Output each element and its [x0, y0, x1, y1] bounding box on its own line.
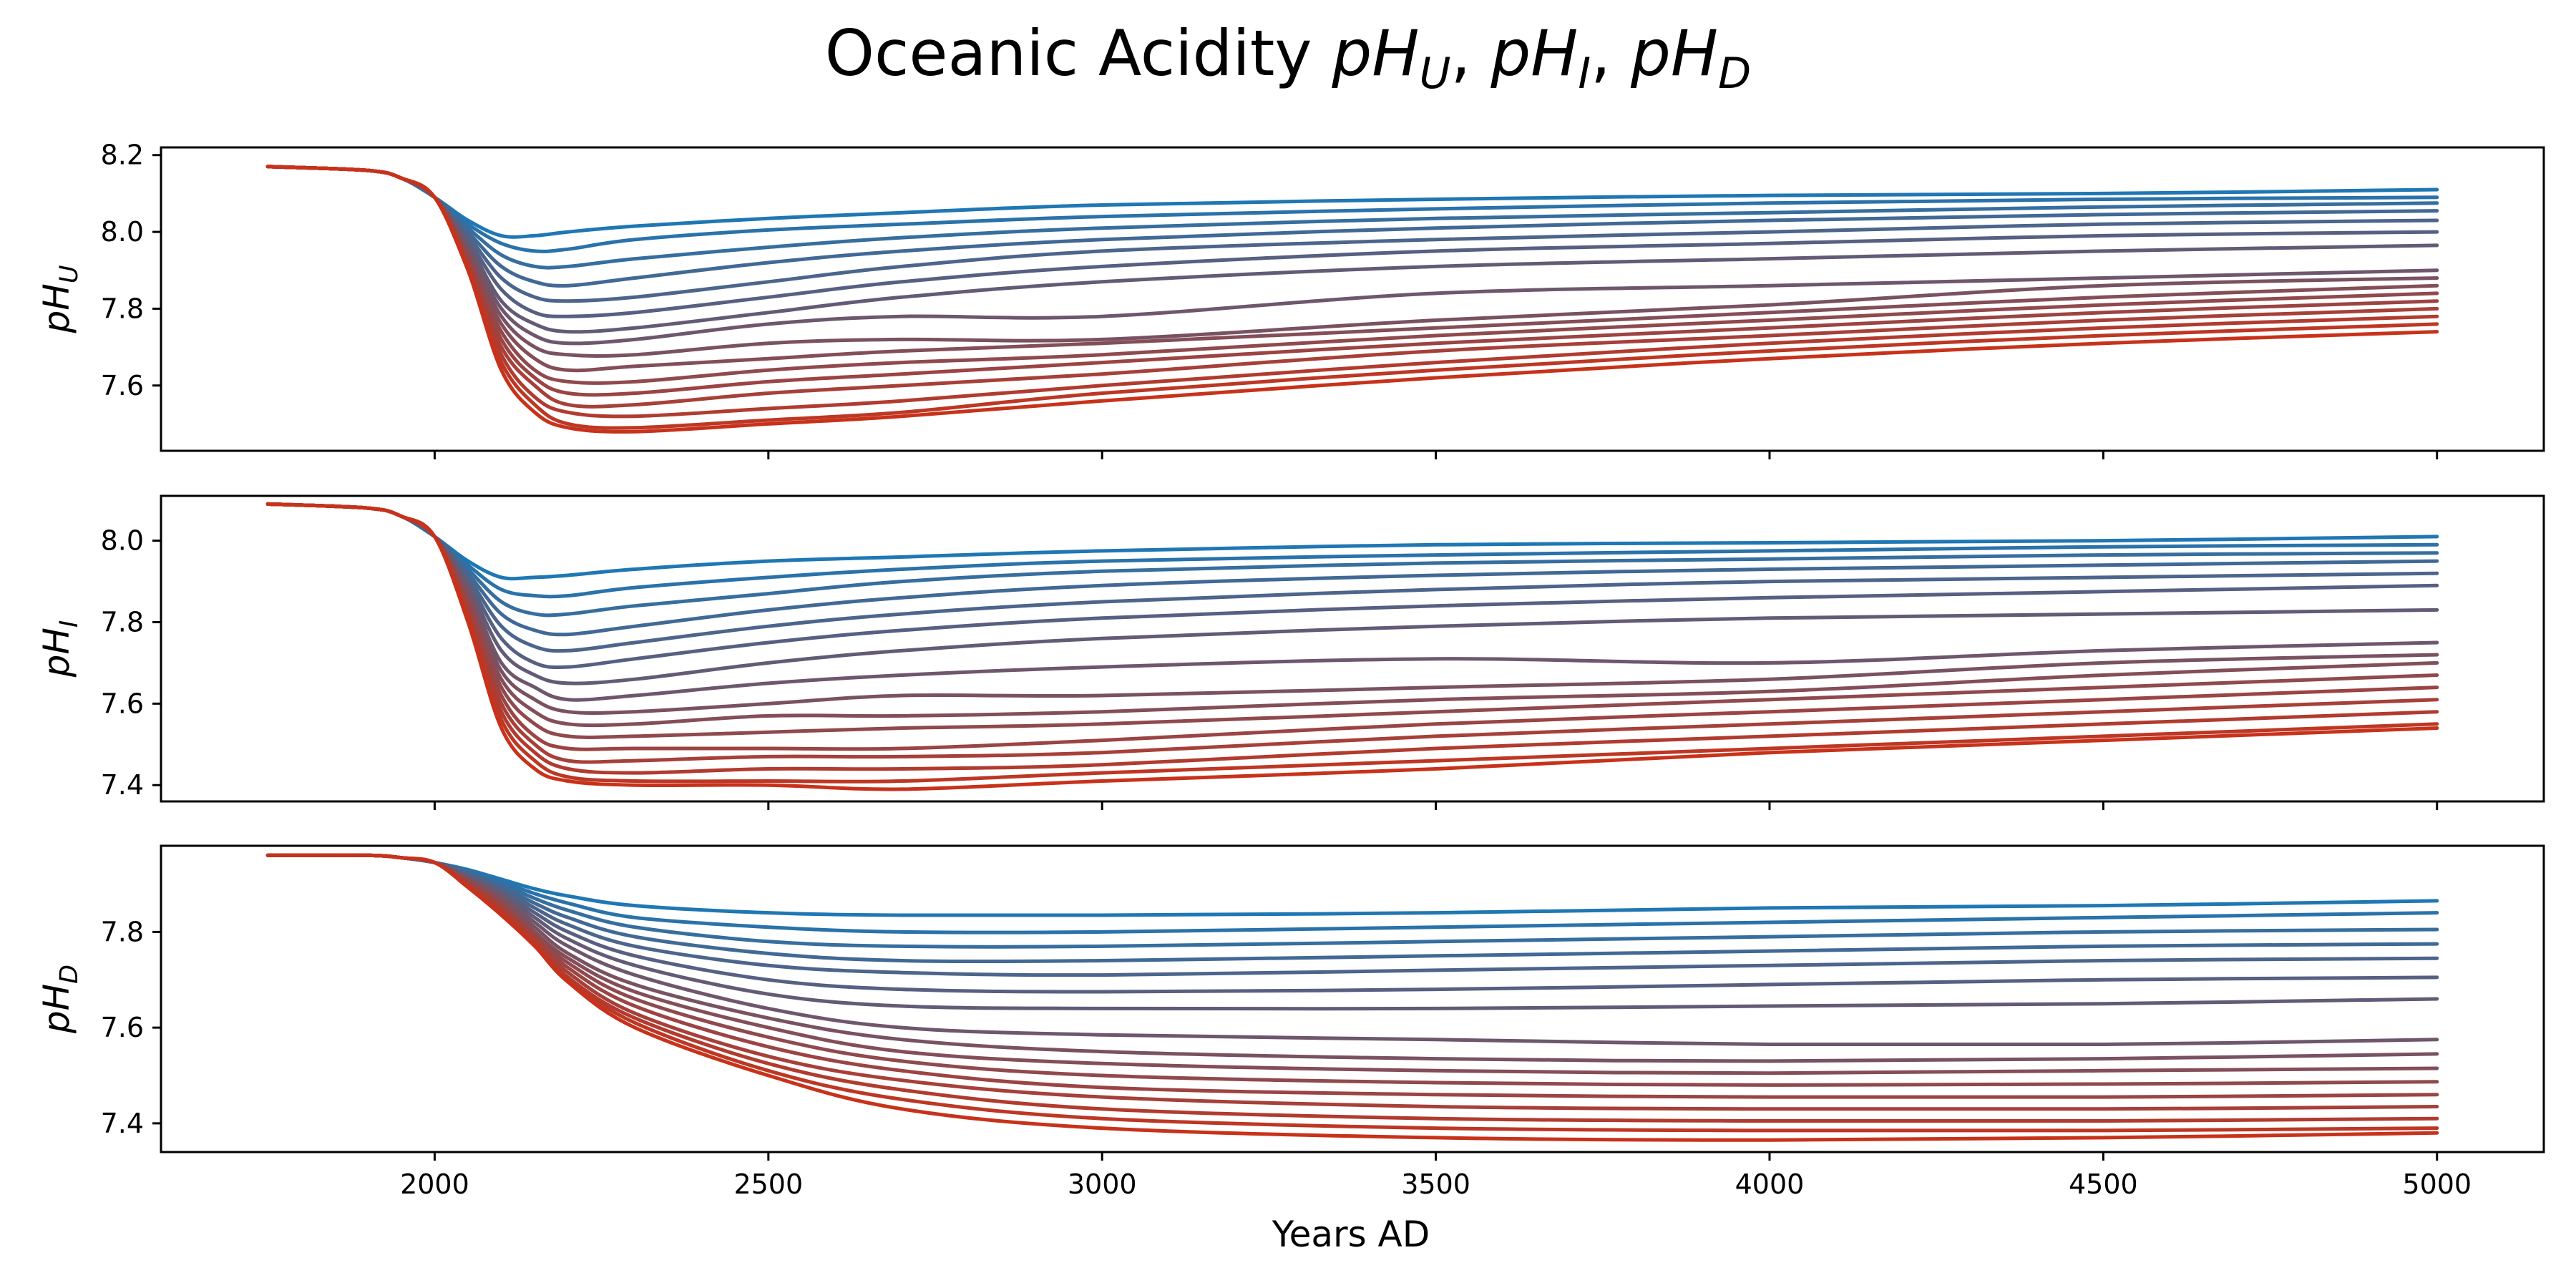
y-tick-label: 7.8 [101, 293, 144, 324]
x-tick-label: 4000 [1735, 1169, 1805, 1200]
y-axis-label: pHU [36, 265, 84, 334]
series-line-16 [265, 502, 2439, 791]
series-line-16 [265, 165, 2439, 434]
y-axis-label: pHI [36, 620, 84, 678]
y-axis-label: pHD [36, 965, 84, 1034]
x-tick-label: 2500 [733, 1169, 803, 1200]
y-tick-label: 7.6 [101, 1012, 144, 1043]
x-tick-label: 2000 [400, 1169, 469, 1200]
x-tick-label: 5000 [2402, 1169, 2472, 1200]
x-tick-label: 4500 [2069, 1169, 2138, 1200]
series-line-16 [265, 853, 2439, 1142]
plot-frame [160, 844, 2545, 1153]
subplot-pH-I: 7.4 7.6 7.8 8.0 pHI [36, 494, 2545, 810]
y-tick-label: 7.8 [101, 916, 144, 947]
y-tick-label: 8.2 [101, 140, 144, 171]
y-tick-label: 7.6 [101, 370, 144, 401]
plot-frame [160, 146, 2545, 452]
x-tick-label: 3500 [1401, 1169, 1470, 1200]
y-tick-label: 7.4 [101, 1108, 144, 1139]
y-tick-label: 8.0 [101, 525, 144, 557]
subplot-pH-U: 7.6 7.8 8.0 8.2 pHU [36, 140, 2545, 459]
subplot-pH-D: 7.4 7.6 7.8 2000 2500 3000 3500 4000 4500 5000 pHD [36, 844, 2545, 1200]
y-tick-label: 7.4 [101, 769, 144, 801]
chart-title: Oceanic Acidity pHU, pHI, pHD [825, 16, 1751, 99]
y-tick-label: 7.8 [101, 606, 144, 638]
y-tick-label: 8.0 [101, 216, 144, 248]
x-axis-label: Years AD [1272, 1214, 1430, 1255]
plot-frame [160, 494, 2545, 803]
y-tick-label: 7.6 [101, 688, 144, 719]
x-tick-label: 3000 [1068, 1169, 1137, 1200]
